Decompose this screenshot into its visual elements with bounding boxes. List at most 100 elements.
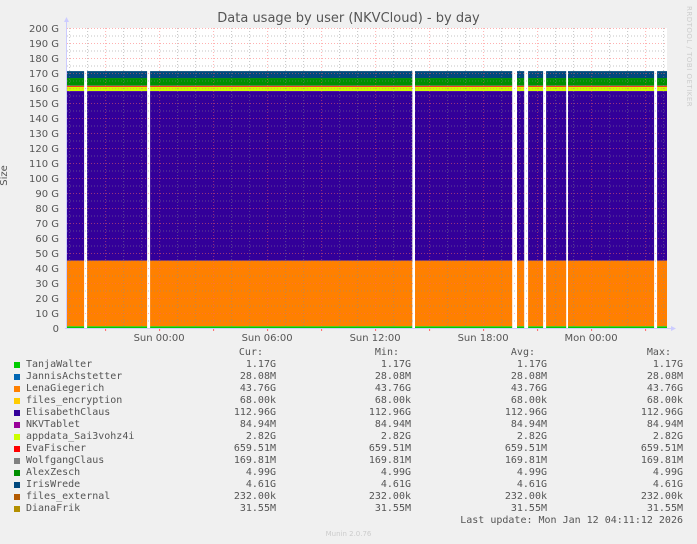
legend-min-value: 4.99G [380, 467, 411, 478]
y-tick-label: 120 G [29, 144, 59, 155]
legend-max-value: 4.61G [652, 479, 683, 490]
area-LenaGiegerich-segment-4 [517, 260, 525, 327]
area-ElisabethClaus-segment-1 [87, 91, 148, 261]
legend-series-name: EvaFischer [26, 443, 87, 454]
area-EvaFischer-segment-6 [546, 85, 567, 87]
legend-cur-value: 43.76G [239, 383, 276, 394]
area-IrisWrede-segment-5 [528, 71, 544, 79]
area-TanjaWalter-segment-2 [150, 326, 413, 328]
legend-cur-value: 2.82G [245, 431, 276, 442]
y-tick-label: 110 G [29, 159, 59, 170]
legend-cur-value: 659.51M [233, 443, 276, 454]
legend-avg-value: 4.61G [516, 479, 547, 490]
area-LenaGiegerich-segment-0 [67, 260, 85, 327]
area-TanjaWalter-segment-8 [657, 326, 667, 328]
legend-header-avg: Avg: [510, 347, 535, 358]
legend-swatch [14, 362, 20, 368]
legend-min-value: 659.51M [368, 443, 411, 454]
legend-header-max: Max: [646, 347, 671, 358]
x-tick-label: Sun 12:00 [350, 333, 401, 344]
area-appdata_Sai3vohz4i-segment-0 [67, 86, 85, 91]
area-IrisWrede-segment-0 [67, 71, 85, 79]
area-EvaFischer-segment-8 [657, 85, 667, 87]
legend-series-name: JannisAchstetter [26, 371, 123, 382]
legend-max-value: 28.08M [646, 371, 683, 382]
x-tick-label: Sun 18:00 [458, 333, 509, 344]
legend-series-name: LenaGiegerich [26, 383, 105, 394]
legend-min-value: 68.00k [374, 395, 411, 406]
area-AlexZesch-segment-0 [67, 78, 85, 86]
legend-min-value: 232.00k [368, 491, 411, 502]
area-EvaFischer-segment-3 [415, 85, 513, 87]
area-LenaGiegerich-segment-5 [528, 260, 544, 327]
area-IrisWrede-segment-8 [657, 71, 667, 79]
area-AlexZesch-segment-2 [150, 78, 413, 86]
area-TanjaWalter-segment-1 [87, 326, 148, 328]
area-appdata_Sai3vohz4i-segment-2 [150, 86, 413, 91]
area-EvaFischer-segment-2 [150, 85, 413, 87]
last-update: Last update: Mon Jan 12 04:11:12 2026 [460, 515, 683, 526]
y-tick-label: 70 G [35, 219, 59, 230]
legend-max-value: 659.51M [640, 443, 683, 454]
legend-cur-value: 169.81M [233, 455, 276, 466]
area-ElisabethClaus-segment-2 [150, 91, 413, 261]
legend-avg-value: 28.08M [510, 371, 547, 382]
legend-series-name: appdata_Sai3vohz4i [26, 431, 135, 442]
area-appdata_Sai3vohz4i-segment-8 [657, 86, 667, 91]
y-tick-label: 170 G [29, 69, 59, 80]
y-tick-label: 50 G [35, 249, 59, 260]
legend-swatch [14, 434, 20, 440]
x-tick-label: Mon 00:00 [565, 333, 618, 344]
legend-max-value: 68.00k [646, 395, 683, 406]
legend-cur-value: 232.00k [233, 491, 276, 502]
legend-swatch [14, 506, 20, 512]
area-EvaFischer-segment-0 [67, 85, 85, 87]
y-tick-label: 10 G [35, 309, 59, 320]
legend-max-value: 4.99G [652, 467, 683, 478]
legend-avg-value: 43.76G [510, 383, 547, 394]
legend-min-value: 112.96G [368, 407, 411, 418]
legend-cur-value: 31.55M [239, 503, 276, 514]
area-ElisabethClaus-segment-5 [528, 91, 544, 261]
area-IrisWrede-segment-2 [150, 71, 413, 79]
area-LenaGiegerich-segment-1 [87, 260, 148, 327]
y-tick-label: 180 G [29, 54, 59, 65]
legend-avg-value: 1.17G [516, 359, 547, 370]
legend-max-value: 31.55M [646, 503, 683, 514]
y-tick-label: 80 G [35, 204, 59, 215]
legend-avg-value: 112.96G [504, 407, 547, 418]
area-AlexZesch-segment-4 [517, 78, 525, 86]
area-LenaGiegerich-segment-3 [415, 260, 513, 327]
legend-swatch [14, 410, 20, 416]
legend-series-name: TanjaWalter [26, 359, 93, 370]
legend-cur-value: 68.00k [239, 395, 276, 406]
chart-title: Data usage by user (NKVCloud) - by day [217, 11, 480, 26]
legend-series-name: ElisabethClaus [26, 407, 111, 418]
y-tick-label: 30 G [35, 279, 59, 290]
legend-swatch [14, 458, 20, 464]
area-IrisWrede-segment-1 [87, 71, 148, 79]
area-AlexZesch-segment-3 [415, 78, 513, 86]
x-tick-label: Sun 06:00 [242, 333, 293, 344]
area-LenaGiegerich-segment-2 [150, 260, 413, 327]
legend-swatch [14, 482, 20, 488]
legend-header-min: Min: [374, 347, 399, 358]
legend-min-value: 31.55M [374, 503, 411, 514]
y-tick-label: 40 G [35, 264, 59, 275]
y-tick-label: 90 G [35, 189, 59, 200]
area-IrisWrede-segment-4 [517, 71, 525, 79]
legend-min-value: 43.76G [374, 383, 411, 394]
legend-cur-value: 4.61G [245, 479, 276, 490]
area-AlexZesch-segment-8 [657, 78, 667, 86]
y-tick-label: 20 G [35, 294, 59, 305]
legend-max-value: 43.76G [646, 383, 683, 394]
area-EvaFischer-segment-7 [568, 85, 655, 87]
legend-cur-value: 112.96G [233, 407, 276, 418]
y-axis-arrow [64, 17, 69, 22]
rrdtool-credit: RRDTOOL / TOBI OETIKER [685, 6, 693, 108]
legend-cur-value: 84.94M [239, 419, 276, 430]
area-LenaGiegerich-segment-6 [546, 260, 567, 327]
y-tick-label: 200 G [29, 24, 59, 35]
legend-avg-value: 84.94M [510, 419, 547, 430]
area-ElisabethClaus-segment-7 [568, 91, 655, 261]
